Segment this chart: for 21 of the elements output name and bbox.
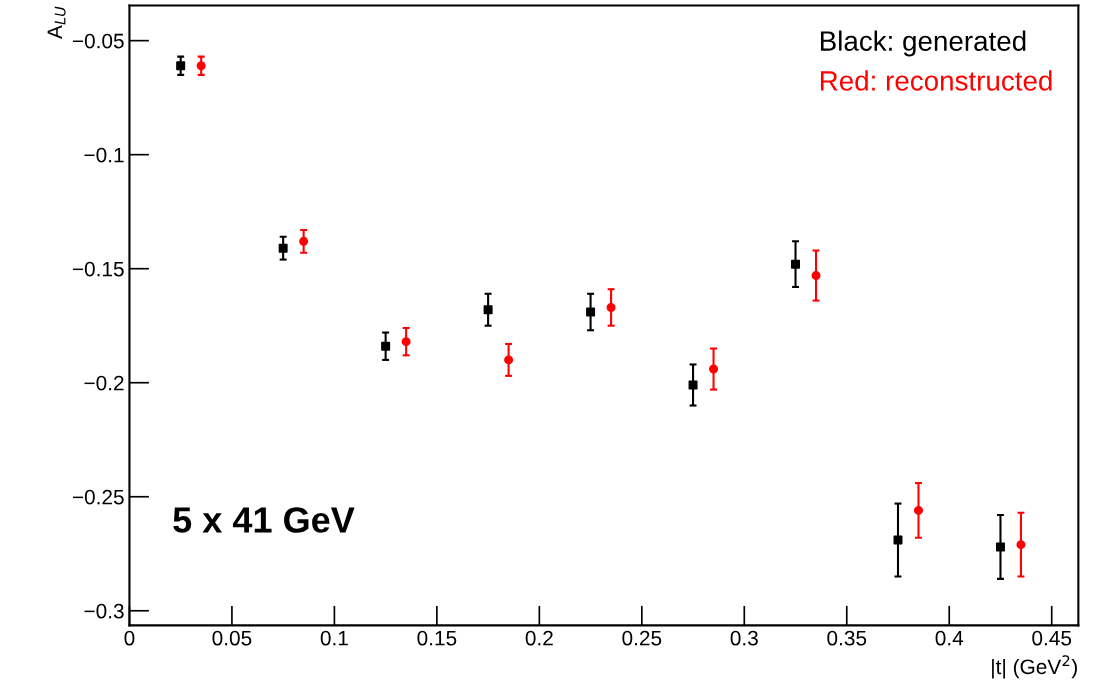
x-tick-label: 0.2 bbox=[525, 630, 553, 646]
x-tick-label: 0.35 bbox=[827, 630, 867, 646]
y-tick-label: −0.1 bbox=[84, 147, 124, 163]
y-tick-label: −0.25 bbox=[72, 489, 124, 505]
x-axis-title: |t| (GeV$^{2}$) bbox=[992, 655, 1077, 679]
annotation: 5 x 41 GeV bbox=[173, 507, 355, 533]
x-tick-label: 0.05 bbox=[212, 630, 252, 646]
x-tick-label: 0.3 bbox=[730, 630, 758, 646]
y-tick-label: −0.3 bbox=[84, 603, 124, 619]
x-tick-label: 0.4 bbox=[935, 630, 964, 646]
text: Black: generated bbox=[820, 30, 1026, 57]
y-axis-title: A$_{LU}$ bbox=[47, 6, 66, 40]
y-tick-label: −0.05 bbox=[72, 33, 124, 49]
x-tick-label: 0 bbox=[124, 630, 135, 646]
y-tick-label: −0.2 bbox=[84, 375, 124, 391]
x-tick-label: 0.15 bbox=[417, 630, 457, 646]
x-tick-label: 0.25 bbox=[622, 630, 662, 646]
text: Red: reconstructed bbox=[820, 70, 1052, 91]
x-tick-label: 0.1 bbox=[320, 630, 348, 646]
y-tick-label: −0.15 bbox=[72, 261, 124, 277]
x-tick-label: 0.45 bbox=[1032, 630, 1072, 646]
